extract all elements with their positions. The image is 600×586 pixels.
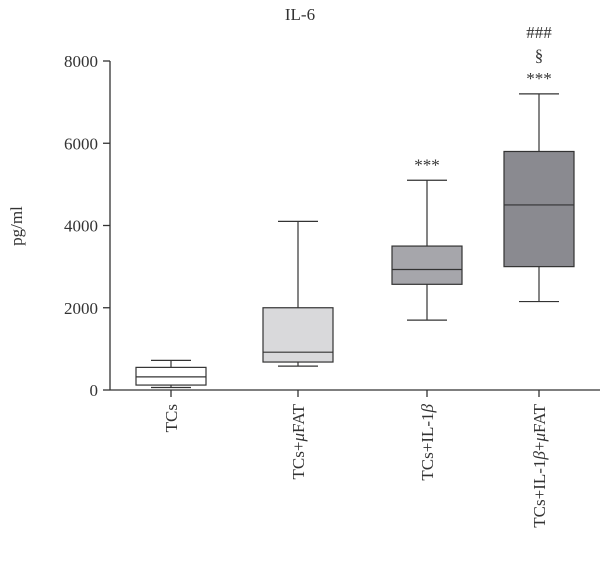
box-3 [391, 179, 463, 321]
box-series [135, 93, 575, 389]
y-tick-label: 2000 [64, 299, 98, 318]
significance-marker: *** [526, 69, 552, 88]
box-4 [503, 93, 575, 303]
category-label: TCs [162, 404, 181, 432]
y-tick-label: 4000 [64, 217, 98, 236]
significance-marker: *** [414, 155, 440, 174]
category-label: TCs+IL-1β [418, 403, 437, 480]
axes: 0 2000 4000 6000 8000 [64, 52, 600, 400]
category-label-part: β [530, 451, 549, 461]
category-label-part: β [418, 403, 437, 413]
y-tick-label: 0 [90, 381, 99, 400]
y-axis-label: pg/ml [7, 206, 26, 246]
category-label-part: FAT [289, 403, 308, 433]
box-1 [135, 359, 207, 389]
box-2 [262, 220, 334, 367]
category-label-part: TCs [162, 404, 181, 432]
category-label-part: TCs+IL-1 [530, 460, 549, 528]
iqr-box [135, 366, 207, 386]
iqr-box [391, 245, 463, 285]
category-label: TCs+IL-1β+μFAT [530, 403, 549, 527]
iqr-box [262, 307, 334, 363]
category-label: TCs+μFAT [289, 403, 308, 479]
category-label-part: μ [289, 433, 308, 443]
category-label-part: TCs+IL-1 [418, 412, 437, 480]
iqr-box [503, 150, 575, 268]
category-label-part: μ [530, 433, 549, 443]
category-label-part: FAT [530, 403, 549, 433]
significance-annotations: *** ### § *** [414, 23, 552, 174]
category-label-part: + [530, 442, 549, 452]
y-tick-label: 8000 [64, 52, 98, 71]
chart-title: IL-6 [285, 5, 315, 24]
category-label-part: TCs+ [289, 442, 308, 480]
significance-marker: § [535, 46, 544, 65]
y-tick-label: 6000 [64, 134, 98, 153]
significance-marker: ### [526, 23, 552, 42]
